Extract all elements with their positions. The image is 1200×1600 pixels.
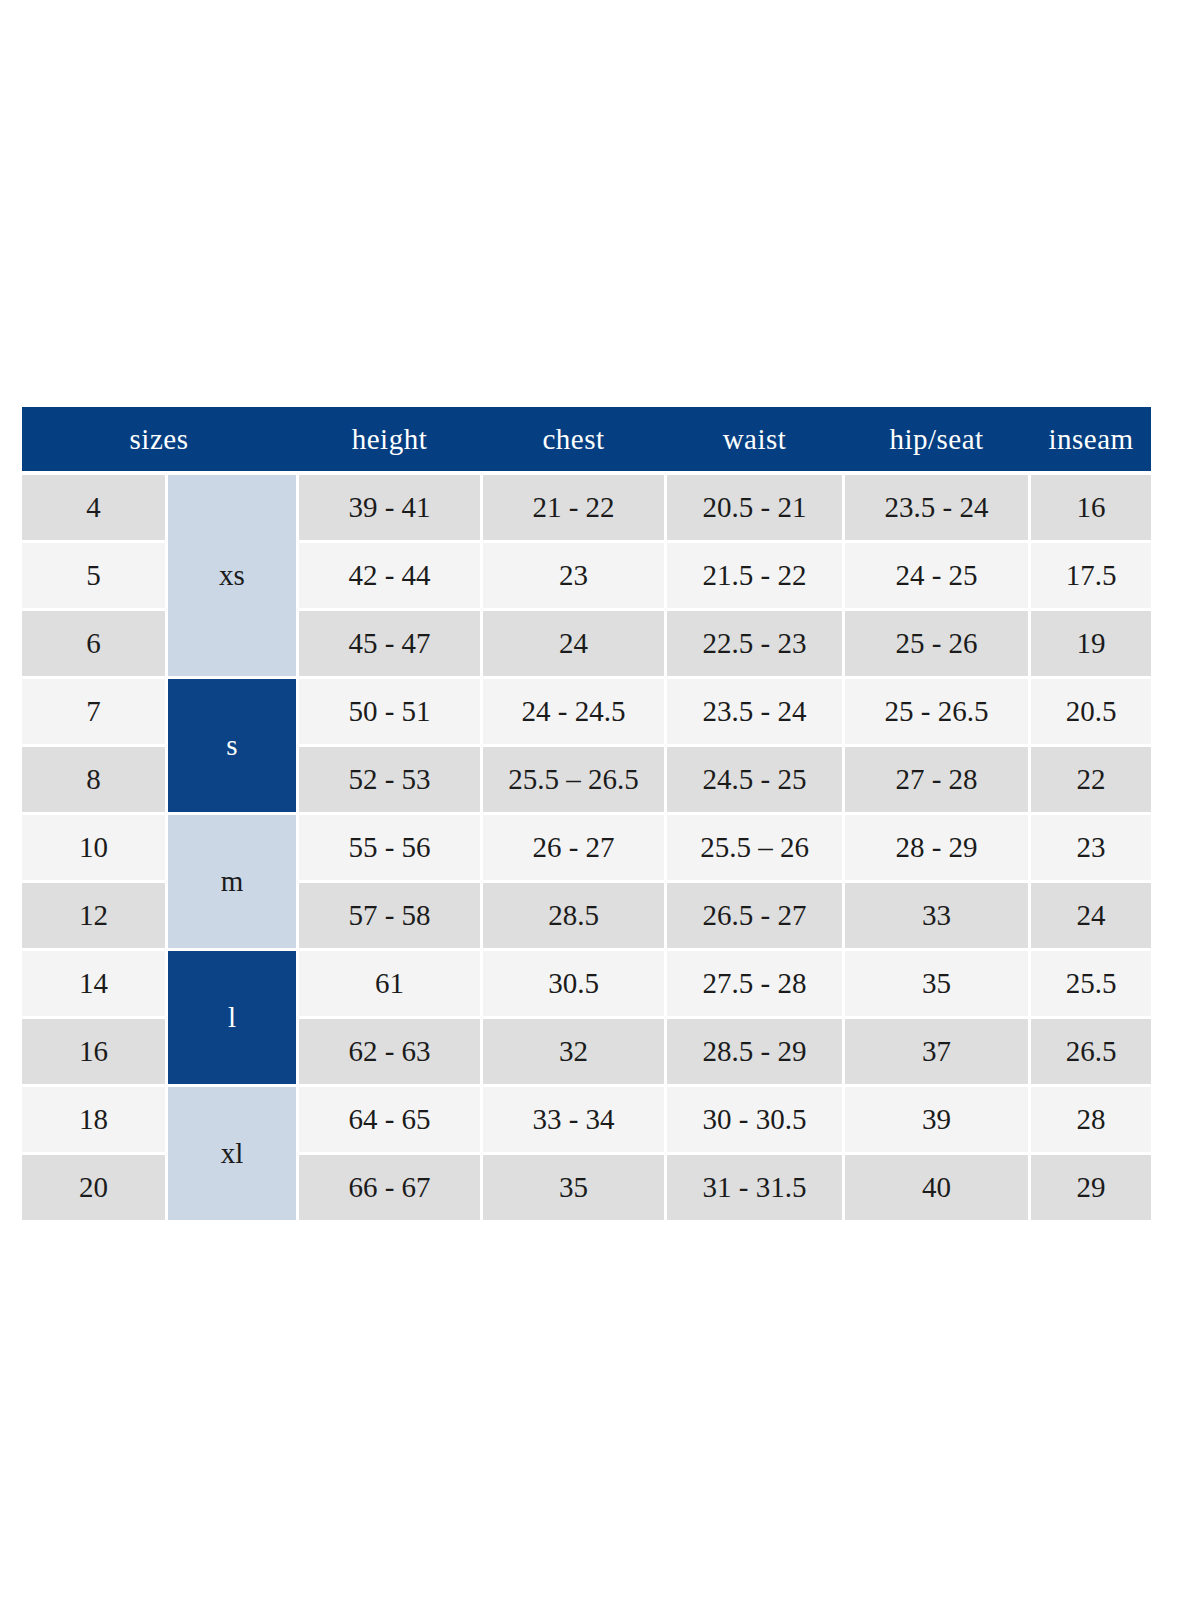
data-cell-waist: 21.5 - 22 — [667, 543, 842, 608]
size-group-cell-xl: xl — [168, 1087, 296, 1220]
size-cell: 20 — [22, 1155, 165, 1220]
data-cell-height: 64 - 65 — [299, 1087, 480, 1152]
data-cell-chest: 35 — [483, 1155, 664, 1220]
data-cell-inseam: 19 — [1031, 611, 1151, 676]
data-cell-inseam: 26.5 — [1031, 1019, 1151, 1084]
data-cell-chest: 33 - 34 — [483, 1087, 664, 1152]
data-cell-height: 45 - 47 — [299, 611, 480, 676]
data-cell-waist: 26.5 - 27 — [667, 883, 842, 948]
header-cell-chest: chest — [483, 407, 664, 471]
data-cell-waist: 24.5 - 25 — [667, 747, 842, 812]
data-cell-waist: 22.5 - 23 — [667, 611, 842, 676]
size-cell: 4 — [22, 475, 165, 540]
data-cell-chest: 21 - 22 — [483, 475, 664, 540]
data-cell-inseam: 22 — [1031, 747, 1151, 812]
data-cell-hip_seat: 35 — [845, 951, 1028, 1016]
data-cell-waist: 28.5 - 29 — [667, 1019, 842, 1084]
header-cell-sizes: sizes — [22, 407, 296, 471]
size-cell: 5 — [22, 543, 165, 608]
data-cell-waist: 23.5 - 24 — [667, 679, 842, 744]
data-cell-height: 55 - 56 — [299, 815, 480, 880]
data-cell-hip_seat: 24 - 25 — [845, 543, 1028, 608]
data-cell-inseam: 29 — [1031, 1155, 1151, 1220]
data-cell-waist: 30 - 30.5 — [667, 1087, 842, 1152]
data-cell-waist: 25.5 – 26 — [667, 815, 842, 880]
data-cell-hip_seat: 39 — [845, 1087, 1028, 1152]
data-cell-inseam: 17.5 — [1031, 543, 1151, 608]
data-cell-chest: 24 - 24.5 — [483, 679, 664, 744]
size-cell: 10 — [22, 815, 165, 880]
data-cell-waist: 20.5 - 21 — [667, 475, 842, 540]
size-chart-table: sizesheightchestwaisthip/seatinseamxssml… — [22, 407, 1151, 1220]
data-cell-chest: 24 — [483, 611, 664, 676]
data-cell-waist: 31 - 31.5 — [667, 1155, 842, 1220]
data-cell-height: 39 - 41 — [299, 475, 480, 540]
data-cell-height: 62 - 63 — [299, 1019, 480, 1084]
data-cell-height: 42 - 44 — [299, 543, 480, 608]
data-cell-height: 57 - 58 — [299, 883, 480, 948]
header-cell-hip-seat: hip/seat — [845, 407, 1028, 471]
data-cell-chest: 23 — [483, 543, 664, 608]
data-cell-hip_seat: 25 - 26.5 — [845, 679, 1028, 744]
size-cell: 18 — [22, 1087, 165, 1152]
data-cell-inseam: 23 — [1031, 815, 1151, 880]
data-cell-chest: 32 — [483, 1019, 664, 1084]
size-cell: 12 — [22, 883, 165, 948]
data-cell-chest: 25.5 – 26.5 — [483, 747, 664, 812]
data-cell-height: 66 - 67 — [299, 1155, 480, 1220]
data-cell-height: 61 — [299, 951, 480, 1016]
data-cell-waist: 27.5 - 28 — [667, 951, 842, 1016]
data-cell-height: 52 - 53 — [299, 747, 480, 812]
size-cell: 14 — [22, 951, 165, 1016]
page: sizesheightchestwaisthip/seatinseamxssml… — [0, 0, 1200, 1600]
data-cell-hip_seat: 23.5 - 24 — [845, 475, 1028, 540]
data-cell-inseam: 20.5 — [1031, 679, 1151, 744]
data-cell-hip_seat: 27 - 28 — [845, 747, 1028, 812]
data-cell-height: 50 - 51 — [299, 679, 480, 744]
data-cell-hip_seat: 25 - 26 — [845, 611, 1028, 676]
data-cell-hip_seat: 37 — [845, 1019, 1028, 1084]
data-cell-chest: 30.5 — [483, 951, 664, 1016]
size-group-cell-s: s — [168, 679, 296, 812]
table-header-row: sizesheightchestwaisthip/seatinseam — [22, 407, 1151, 471]
data-cell-hip_seat: 33 — [845, 883, 1028, 948]
data-cell-inseam: 28 — [1031, 1087, 1151, 1152]
data-cell-hip_seat: 40 — [845, 1155, 1028, 1220]
data-cell-inseam: 16 — [1031, 475, 1151, 540]
data-cell-inseam: 25.5 — [1031, 951, 1151, 1016]
size-group-cell-l: l — [168, 951, 296, 1084]
size-group-cell-xs: xs — [168, 475, 296, 676]
header-cell-waist: waist — [667, 407, 842, 471]
header-cell-height: height — [299, 407, 480, 471]
size-cell: 7 — [22, 679, 165, 744]
size-cell: 16 — [22, 1019, 165, 1084]
size-cell: 6 — [22, 611, 165, 676]
data-cell-chest: 26 - 27 — [483, 815, 664, 880]
data-cell-hip_seat: 28 - 29 — [845, 815, 1028, 880]
size-group-cell-m: m — [168, 815, 296, 948]
data-cell-inseam: 24 — [1031, 883, 1151, 948]
header-cell-inseam: inseam — [1031, 407, 1151, 471]
data-cell-chest: 28.5 — [483, 883, 664, 948]
size-cell: 8 — [22, 747, 165, 812]
